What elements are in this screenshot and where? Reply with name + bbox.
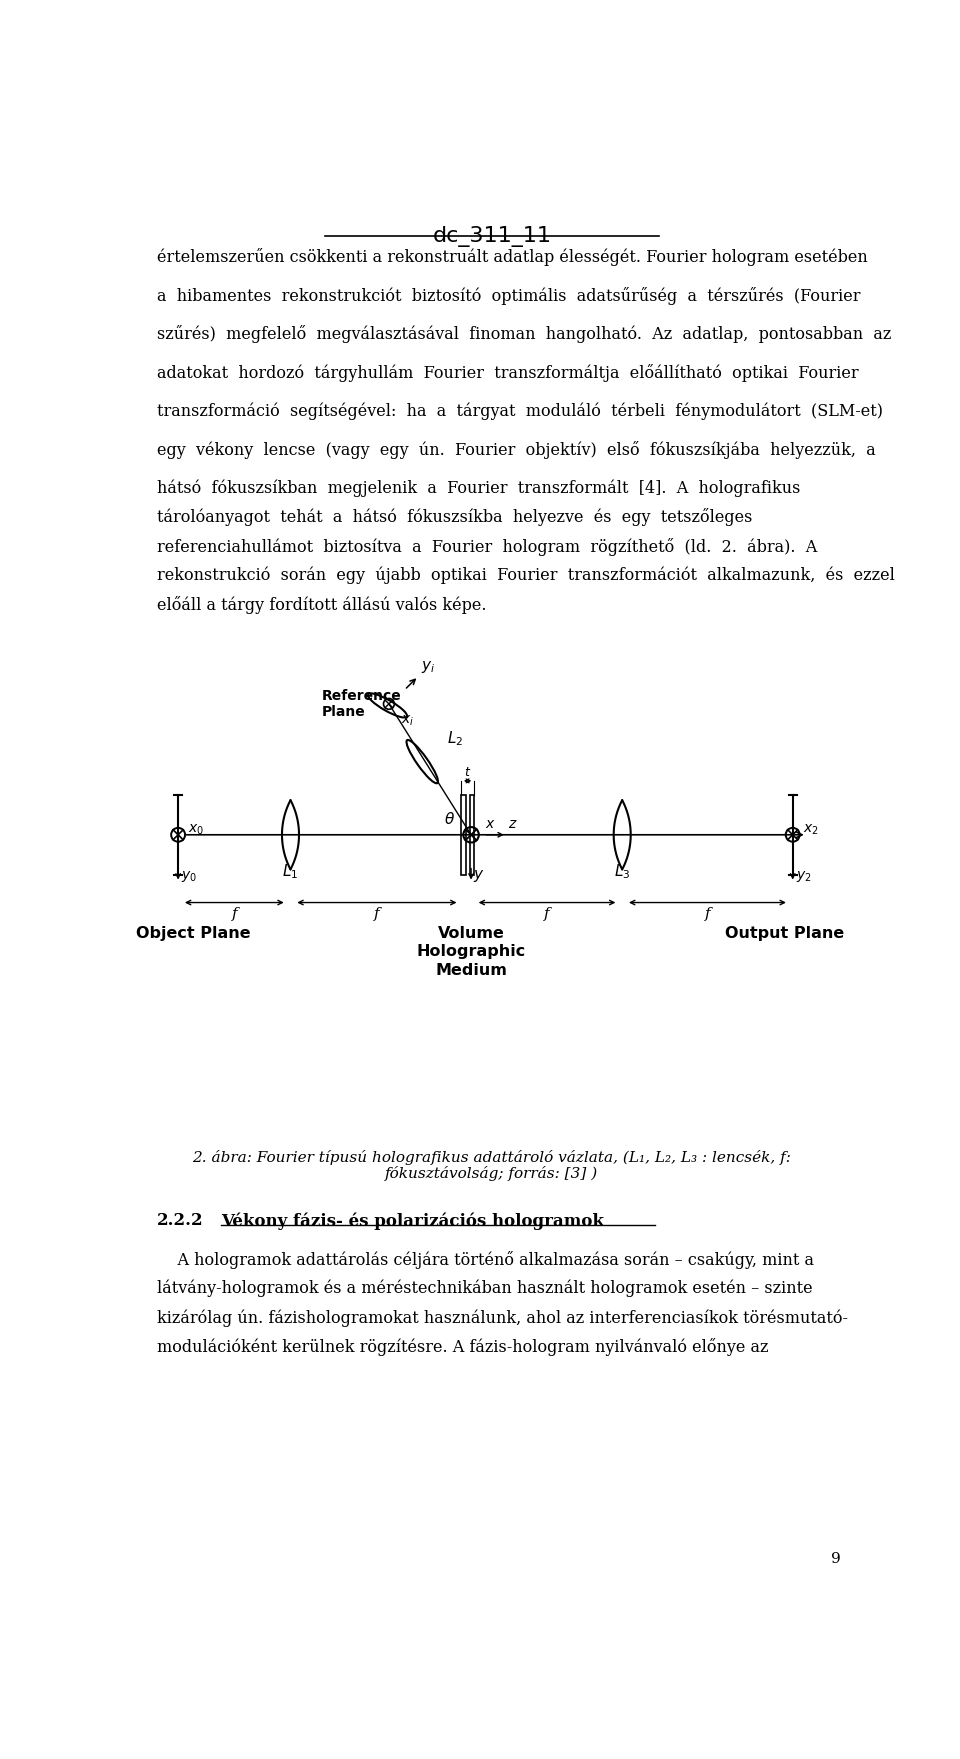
Text: a  hibamentes  rekonstrukciót  biztosító  optimális  adatsűrűség  a  térszűrés  : a hibamentes rekonstrukciót biztosító op… <box>157 287 861 304</box>
Text: fókusztávolság; forrás: [3] ): fókusztávolság; forrás: [3] ) <box>385 1166 599 1180</box>
Text: $y_i$: $y_i$ <box>421 658 436 675</box>
Text: f: f <box>231 908 237 922</box>
Text: $L_2$: $L_2$ <box>446 728 463 748</box>
Text: modulációként kerülnek rögzítésre. A fázis-hologram nyilvánvaló előnye az: modulációként kerülnek rögzítésre. A fáz… <box>157 1339 769 1356</box>
Bar <box>461 795 466 874</box>
Text: 2.2.2: 2.2.2 <box>157 1212 204 1230</box>
Text: A hologramok adattárolás céljára történő alkalmazása során – csakúgy, mint a: A hologramok adattárolás céljára történő… <box>157 1251 814 1268</box>
Text: f: f <box>544 908 550 922</box>
Text: tárolóanyagot  tehát  a  hátsó  fókuszsíkba  helyezve  és  egy  tetszőleges: tárolóanyagot tehát a hátsó fókuszsíkba … <box>157 508 753 526</box>
Text: hátsó  fókuszsíkban  megjelenik  a  Fourier  transzformált  [4].  A  holografiku: hátsó fókuszsíkban megjelenik a Fourier … <box>157 478 801 496</box>
Text: $L_1$: $L_1$ <box>282 862 299 881</box>
Text: $x_0$: $x_0$ <box>188 823 204 837</box>
Text: $y$: $y$ <box>473 867 485 885</box>
Text: Plane: Plane <box>322 705 365 719</box>
Text: transzformáció  segítségével:  ha  a  tárgyat  moduláló  térbeli  fénymodulátort: transzformáció segítségével: ha a tárgya… <box>157 403 883 420</box>
Text: Object Plane: Object Plane <box>136 925 251 941</box>
Text: kizárólag ún. fázishologramokat használunk, ahol az interferenciasíkok törésmuta: kizárólag ún. fázishologramokat használu… <box>157 1309 849 1326</box>
Text: látvány-hologramok és a méréstechnikában használt hologramok esetén – szinte: látvány-hologramok és a méréstechnikában… <box>157 1281 813 1298</box>
Text: $z$: $z$ <box>508 816 517 830</box>
Text: $\theta$: $\theta$ <box>444 811 455 827</box>
Text: $y_0$: $y_0$ <box>181 869 197 885</box>
Text: Vékony fázis- és polarizációs hologramok: Vékony fázis- és polarizációs hologramok <box>221 1212 604 1230</box>
Text: $x_i$: $x_i$ <box>401 712 415 728</box>
Text: referenciahullámot  biztosítva  a  Fourier  hologram  rögzíthető  (ld.  2.  ábra: referenciahullámot biztosítva a Fourier … <box>157 538 818 556</box>
Text: adatokat  hordozó  tárgyhullám  Fourier  transzformáltja  előállítható  optikai : adatokat hordozó tárgyhullám Fourier tra… <box>157 364 859 382</box>
Text: f: f <box>374 908 380 922</box>
Text: f: f <box>705 908 710 922</box>
Text: értelemszerűen csökkenti a rekonstruált adatlap élességét. Fourier hologram eset: értelemszerűen csökkenti a rekonstruált … <box>157 248 868 266</box>
Text: előáll a tárgy fordított állású valós képe.: előáll a tárgy fordított állású valós ké… <box>157 596 487 614</box>
Text: rekonstrukció  során  egy  újabb  optikai  Fourier  transzformációt  alkalmazunk: rekonstrukció során egy újabb optikai Fo… <box>157 566 895 584</box>
Text: $t$: $t$ <box>464 767 470 779</box>
Text: szűrés)  megfelelő  megválasztásával  finoman  hangolható.  Az  adatlap,  pontos: szűrés) megfelelő megválasztásával finom… <box>157 325 892 343</box>
Text: dc_311_11: dc_311_11 <box>433 227 551 248</box>
Text: Reference: Reference <box>322 690 401 704</box>
Text: 2. ábra: Fourier típusú holografikus adattároló vázlata, (L₁, L₂, L₃ : lencsék, : 2. ábra: Fourier típusú holografikus ada… <box>193 1150 791 1166</box>
Bar <box>469 795 474 874</box>
Text: Output Plane: Output Plane <box>726 925 845 941</box>
Text: $y_2$: $y_2$ <box>796 869 811 885</box>
Text: $x_2$: $x_2$ <box>803 823 819 837</box>
Text: 9: 9 <box>831 1553 841 1567</box>
Text: $L_3$: $L_3$ <box>614 862 631 881</box>
Text: egy  vékony  lencse  (vagy  egy  ún.  Fourier  objektív)  első  fókuszsíkjába  h: egy vékony lencse (vagy egy ún. Fourier … <box>157 440 876 459</box>
Text: Volume
Holographic
Medium: Volume Holographic Medium <box>417 925 526 978</box>
Text: $x$: $x$ <box>485 816 495 830</box>
